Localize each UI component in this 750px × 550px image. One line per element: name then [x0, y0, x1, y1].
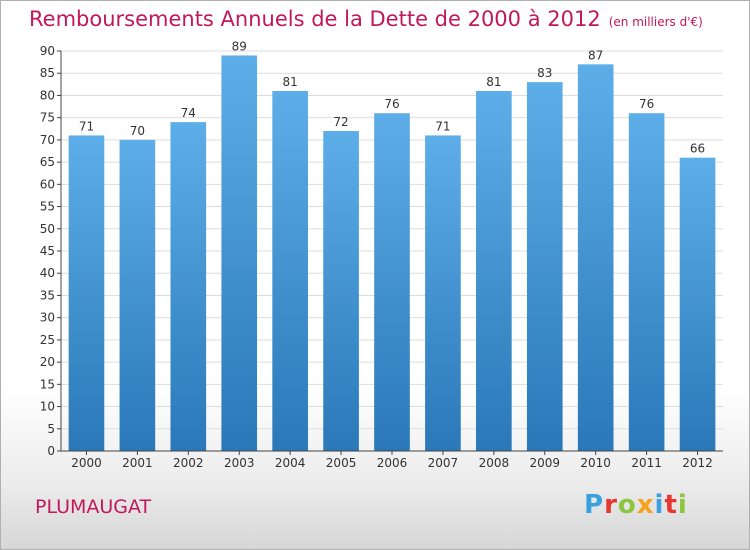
data-label: 83: [537, 66, 552, 80]
data-label: 81: [283, 75, 298, 89]
data-label: 76: [384, 97, 399, 111]
bar: [323, 131, 359, 451]
data-label: 71: [79, 119, 94, 133]
data-label: 89: [232, 39, 247, 53]
logo-letter: r: [604, 490, 618, 520]
bar: [374, 113, 410, 451]
title-text: Remboursements Annuels de la Dette de 20…: [29, 7, 601, 31]
x-tick-label: 2002: [173, 456, 204, 470]
data-label: 70: [130, 124, 145, 138]
data-label: 81: [486, 75, 501, 89]
y-tick-label: 55: [40, 200, 55, 214]
data-label: 66: [690, 142, 705, 156]
data-label: 76: [639, 97, 654, 111]
x-tick-label: 2005: [326, 456, 357, 470]
y-tick-label: 35: [40, 288, 55, 302]
data-label: 74: [181, 106, 196, 120]
bar: [425, 135, 461, 451]
y-tick-label: 40: [40, 266, 55, 280]
bar: [170, 122, 207, 451]
logo-letter: t: [664, 490, 678, 520]
x-tick-label: 2008: [479, 456, 510, 470]
proxiti-logo: Proxiti: [584, 490, 688, 520]
x-tick-label: 2007: [428, 456, 459, 470]
y-tick-label: 15: [40, 377, 55, 391]
bar: [577, 64, 614, 452]
bar: [68, 135, 105, 451]
bar: [476, 91, 512, 451]
y-tick-label: 65: [40, 155, 55, 169]
x-tick-label: 2011: [631, 456, 662, 470]
bar: [526, 82, 563, 451]
logo-letter: P: [584, 490, 605, 520]
y-tick-label: 0: [47, 444, 55, 458]
y-tick-label: 10: [40, 400, 55, 414]
x-tick-label: 2009: [529, 456, 560, 470]
bars: 71 70 74 89 81 72 76 71 81 83 87 76 66: [68, 39, 716, 452]
x-tick-label: 2004: [275, 456, 306, 470]
commune-name: PLUMAUGAT: [35, 496, 152, 518]
x-tick-label: 2010: [580, 456, 611, 470]
x-tick-label: 2001: [122, 456, 153, 470]
y-tick-label: 75: [40, 111, 55, 125]
y-tick-label: 50: [40, 222, 55, 236]
x-axis: 2000 2001 2002 2003 2004 2005 2006 2007 2008 2009…: [61, 450, 723, 470]
logo-letter: x: [636, 490, 655, 520]
y-tick-label: 5: [47, 422, 55, 436]
x-tick-label: 2006: [377, 456, 408, 470]
y-tick-label: 80: [40, 88, 55, 102]
data-label: 72: [333, 115, 348, 129]
y-tick-label: 25: [40, 333, 55, 347]
y-tick-label: 85: [40, 66, 55, 80]
y-tick-label: 90: [40, 44, 55, 58]
y-tick-label: 20: [40, 355, 55, 369]
bar: [628, 113, 665, 451]
bar: [221, 55, 258, 451]
logo-letter: i: [677, 490, 688, 520]
logo-letter: o: [617, 490, 637, 520]
y-tick-label: 45: [40, 244, 55, 258]
y-tick-label: 60: [40, 177, 55, 191]
y-tick-label: 70: [40, 133, 55, 147]
bar: [679, 157, 716, 451]
bar: [272, 91, 308, 451]
data-label: 71: [435, 119, 450, 133]
chart-title: Remboursements Annuels de la Dette de 20…: [29, 7, 703, 31]
title-unit: (en milliers d'€): [608, 15, 703, 29]
logo-letter: i: [654, 490, 665, 520]
x-tick-label: 2012: [682, 456, 713, 470]
bar: [119, 139, 156, 451]
data-label: 87: [588, 48, 603, 62]
x-tick-label: 2000: [71, 456, 102, 470]
y-axis: 0 5 10 15 20 25 30 35 40 45 50 55 60 65 70 75 80 85 90: [40, 44, 62, 458]
x-tick-label: 2003: [224, 456, 255, 470]
y-tick-label: 30: [40, 311, 55, 325]
